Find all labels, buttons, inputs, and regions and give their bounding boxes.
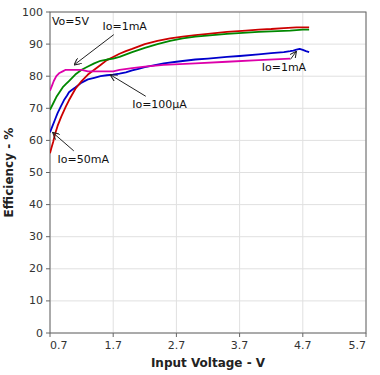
annotation: Io=50mA	[58, 153, 110, 166]
tick-label: 0.7	[50, 339, 68, 352]
tick	[46, 12, 50, 13]
plot-area	[50, 12, 366, 333]
tick-label: 20	[29, 262, 43, 275]
tick-label: 5.7	[349, 339, 367, 352]
tick-label: 100	[22, 6, 43, 19]
grid-line	[50, 268, 366, 269]
tick	[176, 333, 177, 337]
tick-label: 3.7	[231, 339, 249, 352]
tick	[46, 204, 50, 205]
grid	[50, 12, 366, 333]
tick-label: 40	[29, 198, 43, 211]
tick-label: 60	[29, 134, 43, 147]
annotations: Vo=5V Io=1mA Io=100μA Io=50mA Io=1mA	[52, 15, 307, 166]
axis-label: Input Voltage - V	[151, 356, 266, 370]
tick	[46, 44, 50, 45]
annotation-arrow	[290, 51, 296, 59]
tick-label: 1.7	[104, 339, 122, 352]
annotation: Io=100μA	[132, 98, 187, 111]
tick	[302, 333, 303, 337]
line	[50, 49, 309, 132]
tick-label: 80	[29, 70, 43, 83]
axis-label: Efficiency - %	[2, 128, 16, 218]
grid-line	[50, 300, 366, 301]
tick	[239, 333, 240, 337]
tick-label: 4.7	[294, 339, 312, 352]
grid-line	[50, 140, 366, 141]
annotation: Io=1mA	[262, 61, 307, 74]
tick	[46, 172, 50, 173]
annotation-arrow	[74, 35, 114, 65]
line	[50, 27, 309, 153]
tick	[50, 333, 51, 337]
tick-label: 2.7	[168, 339, 186, 352]
tick	[113, 333, 114, 337]
tick	[46, 140, 50, 141]
tick-label: 90	[29, 38, 43, 51]
annotation: Vo=5V	[52, 15, 90, 28]
annotation-arrow	[110, 75, 146, 97]
axes: 0.7 1.7 2.7 3.7 4.7 5.7 0 10 20 30 40 50 60 70 80 90 100	[22, 6, 366, 353]
tick	[46, 300, 50, 301]
tick	[46, 236, 50, 237]
frame	[50, 12, 366, 333]
tick	[366, 333, 367, 337]
tick	[46, 333, 50, 334]
grid-line	[50, 108, 366, 109]
tick-label: 30	[29, 230, 43, 243]
tick	[46, 268, 50, 269]
tick	[46, 76, 50, 77]
chart: 0.7 1.7 2.7 3.7 4.7 5.7 0 10 20 30 40 50 60 70 80 90 100…	[0, 0, 380, 375]
line	[50, 59, 290, 91]
annotation-arrow	[53, 132, 74, 150]
tick	[46, 108, 50, 109]
tick-label: 0	[36, 327, 43, 340]
grid-line	[50, 44, 366, 45]
grid-line	[50, 236, 366, 237]
tick-label: 70	[29, 102, 43, 115]
tick-label: 50	[29, 166, 43, 179]
annotation: Io=1mA	[102, 20, 147, 33]
grid-line	[50, 204, 366, 205]
lines	[50, 27, 309, 153]
tick-label: 10	[29, 294, 43, 307]
grid-line	[50, 172, 366, 173]
